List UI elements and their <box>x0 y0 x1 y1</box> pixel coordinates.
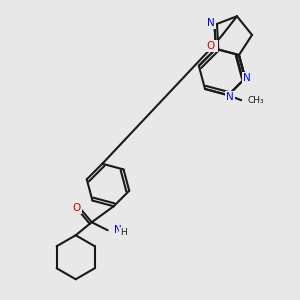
Text: CH₃: CH₃ <box>247 96 264 105</box>
Text: N: N <box>243 73 251 83</box>
Text: N: N <box>209 41 217 51</box>
Text: H: H <box>120 228 126 237</box>
Text: N: N <box>226 92 234 102</box>
Text: N: N <box>114 225 122 235</box>
Text: O: O <box>73 203 81 213</box>
Text: N: N <box>207 18 214 28</box>
Text: O: O <box>207 41 215 51</box>
